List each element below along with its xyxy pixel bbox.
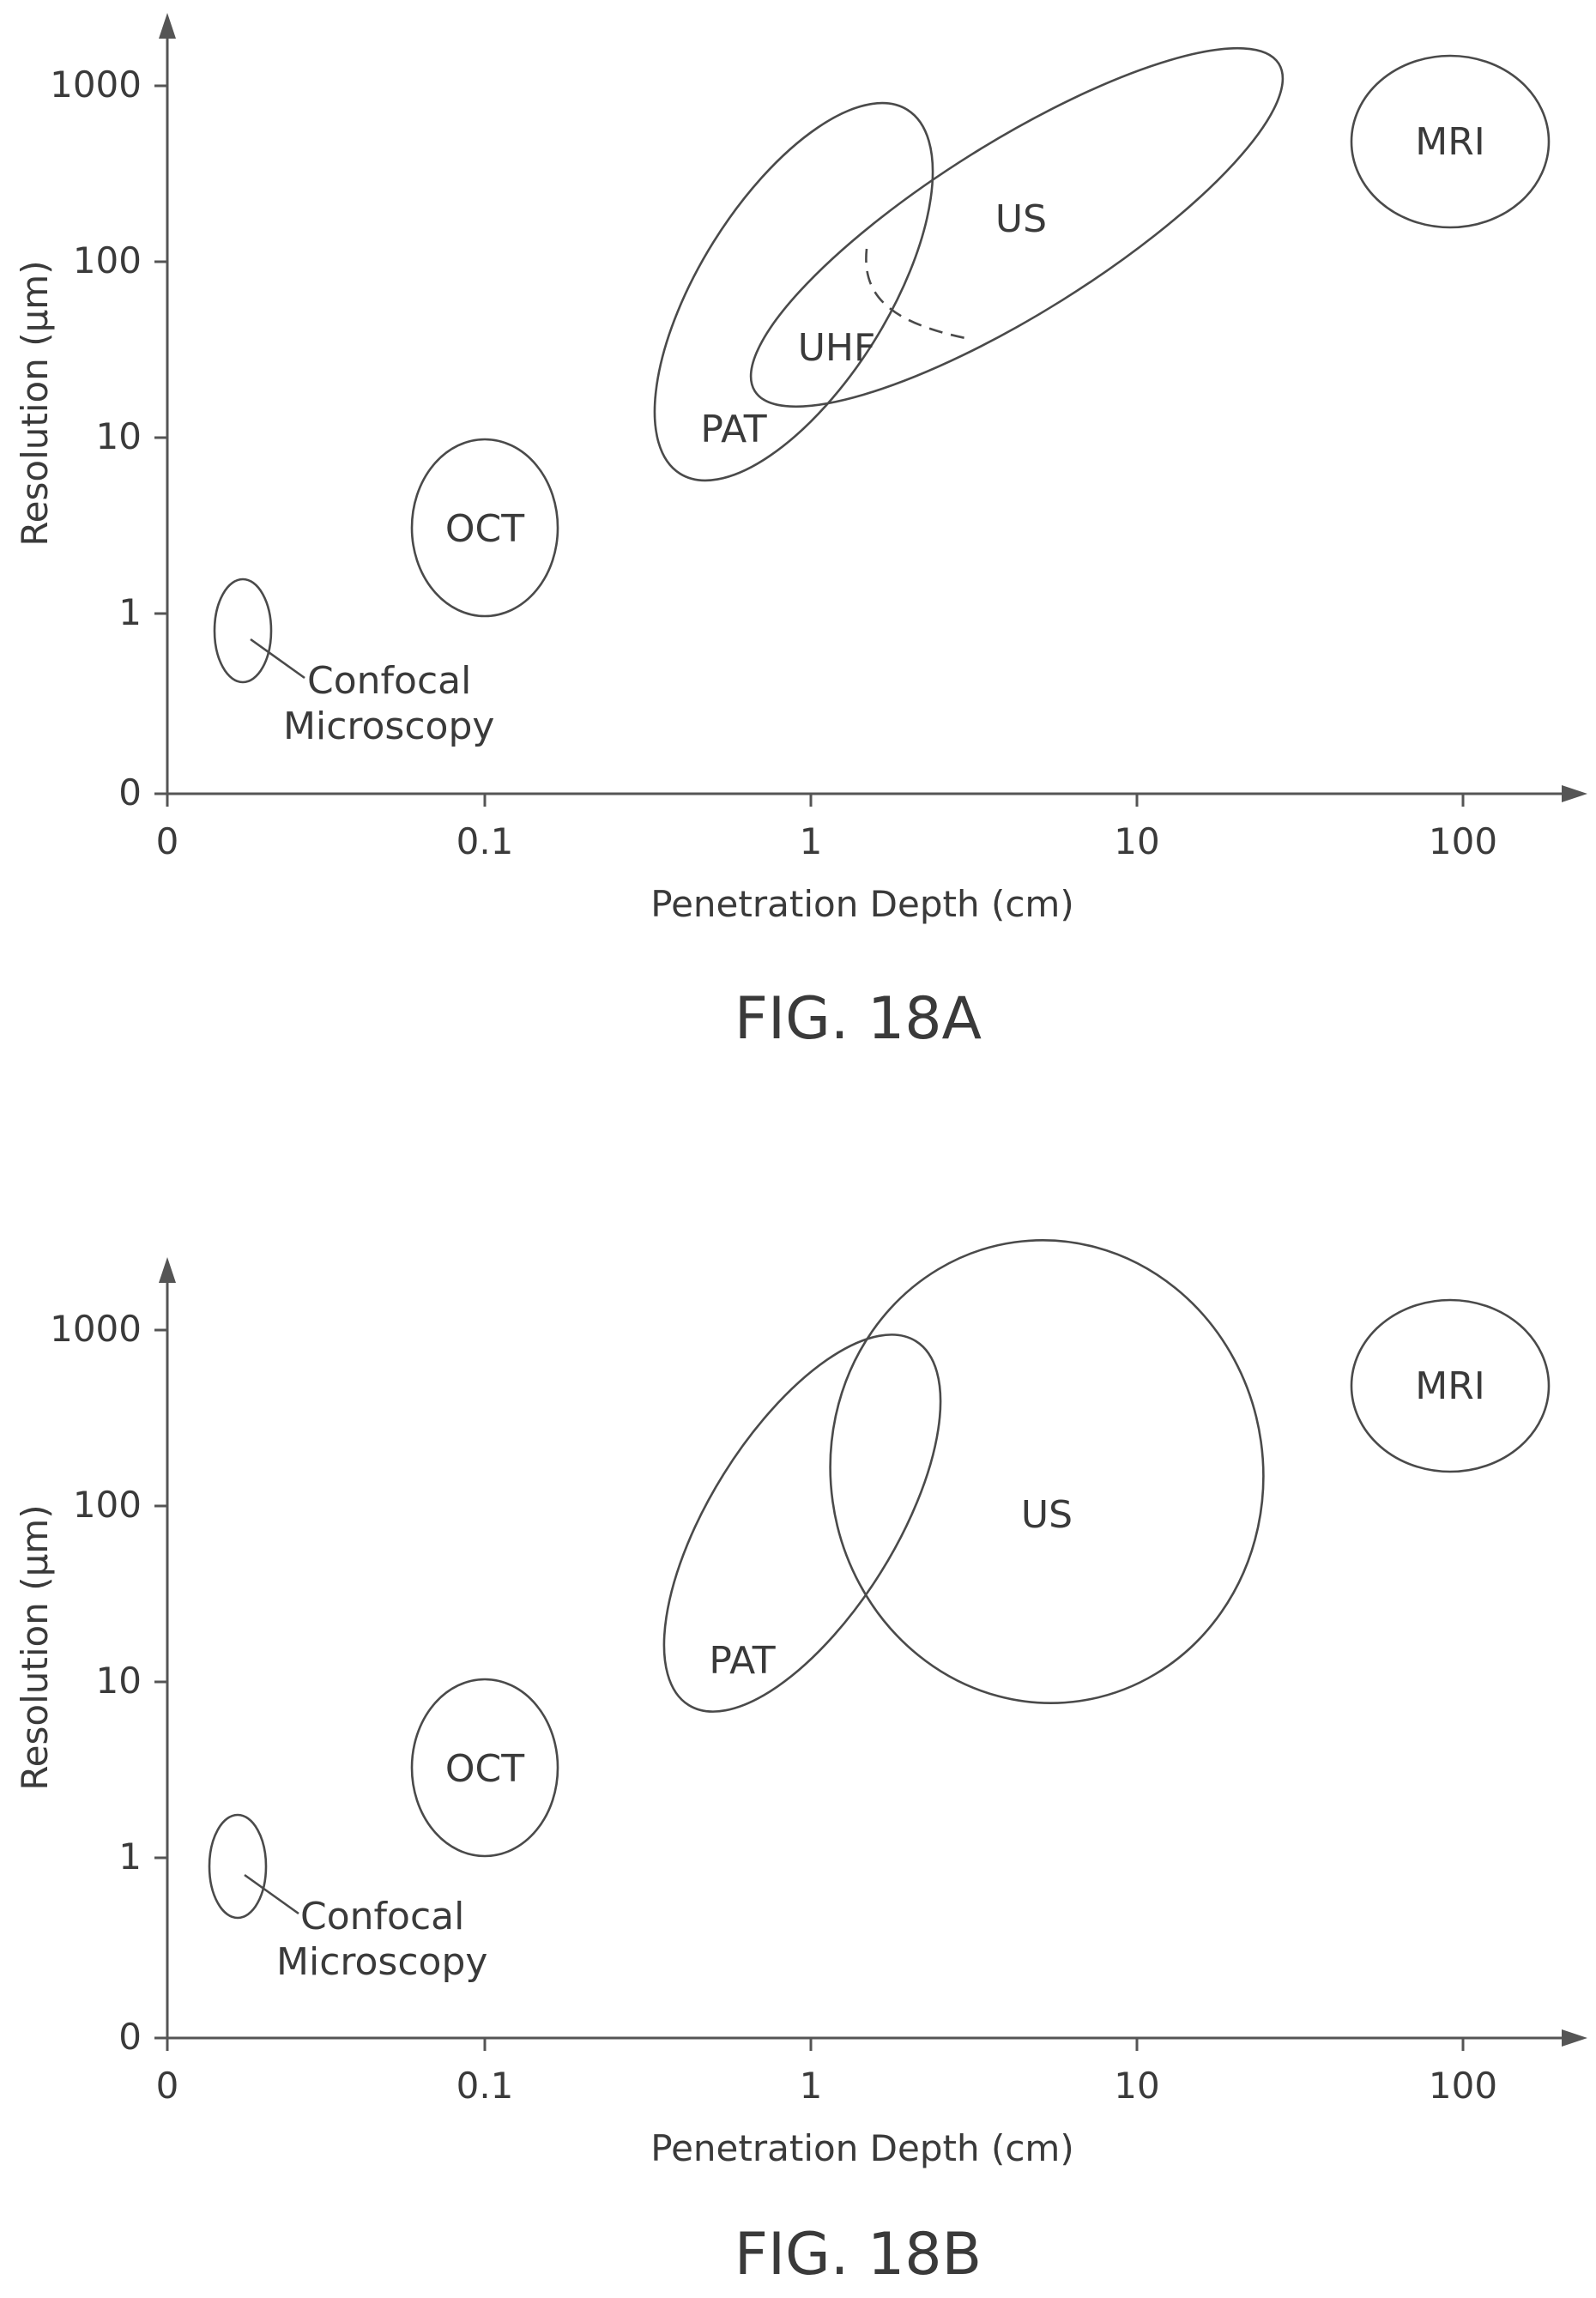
y-ticks: 1000 100 10 1 0 xyxy=(50,1308,167,2058)
figure-caption: FIG. 18A xyxy=(735,985,982,1053)
confocal-microscopy-region xyxy=(208,1813,268,1920)
y-axis-title: Resolution (μm) xyxy=(14,260,56,546)
oct-label: OCT xyxy=(445,507,524,551)
x-tick-label: 0.1 xyxy=(456,2065,514,2107)
x-axis-title: Penetration Depth (cm) xyxy=(650,883,1073,925)
y-axis-arrow xyxy=(159,1257,176,1283)
x-tick-label: 0 xyxy=(156,820,179,862)
y-tick-label: 10 xyxy=(96,415,142,457)
label-line: Microscopy xyxy=(283,705,494,748)
confocal-label-line1: Confocal Microscopy xyxy=(283,659,494,748)
mri-label: MRI xyxy=(1415,1364,1485,1408)
us-label: US xyxy=(995,197,1047,241)
label-line: Microscopy xyxy=(276,1940,487,1984)
uhf-label: UHF xyxy=(798,326,876,370)
oct-label: OCT xyxy=(445,1747,524,1791)
x-axis-arrow xyxy=(1562,785,1587,802)
y-ticks: 1000 100 10 1 0 xyxy=(50,63,167,813)
oct-region xyxy=(410,1678,559,1858)
label-line: Confocal xyxy=(307,659,471,703)
x-tick-label: 10 xyxy=(1114,2065,1159,2107)
x-axis-arrow xyxy=(1562,2029,1587,2047)
x-tick-label: 1 xyxy=(800,2065,823,2107)
pat-region xyxy=(662,1333,942,1713)
y-tick-label: 1 xyxy=(118,591,142,633)
x-tick-label: 0.1 xyxy=(456,820,514,862)
y-tick-label: 1000 xyxy=(50,1308,142,1350)
confocal-microscopy-region xyxy=(213,578,273,684)
x-ticks: 0 0.1 1 10 100 xyxy=(156,2038,1497,2107)
confocal-leader-line xyxy=(244,1873,299,1915)
x-tick-label: 0 xyxy=(156,2065,179,2107)
x-tick-label: 1 xyxy=(800,820,823,862)
uhf-dashed-boundary xyxy=(865,248,970,341)
oct-region xyxy=(410,438,559,618)
pat-label: PAT xyxy=(709,1639,775,1683)
us-label: US xyxy=(1021,1493,1073,1537)
x-tick-label: 100 xyxy=(1429,820,1497,862)
figure-18b: 1000 100 10 1 0 0 0.1 1 10 100 Penetrati… xyxy=(14,1239,1587,2289)
y-tick-label: 100 xyxy=(73,1484,142,1526)
x-axis-title: Penetration Depth (cm) xyxy=(650,2127,1073,2169)
pat-region xyxy=(653,101,934,482)
label-line: Confocal xyxy=(300,1895,464,1938)
us-region xyxy=(749,46,1285,408)
figure-caption: FIG. 18B xyxy=(735,2221,982,2289)
y-tick-label: 1000 xyxy=(50,63,142,106)
x-ticks: 0 0.1 1 10 100 xyxy=(156,794,1497,862)
y-tick-label: 1 xyxy=(118,1835,142,1878)
confocal-label-line1: Confocal Microscopy xyxy=(276,1895,487,1984)
mri-region xyxy=(1350,54,1551,229)
y-axis-title: Resolution (μm) xyxy=(14,1504,56,1790)
mri-region xyxy=(1350,1298,1551,1473)
mri-label: MRI xyxy=(1415,120,1485,164)
x-tick-label: 10 xyxy=(1114,820,1159,862)
y-tick-label: 100 xyxy=(73,239,142,281)
y-tick-label: 10 xyxy=(96,1660,142,1702)
figure-18a: 1000 100 10 1 0 0 0.1 1 10 100 Penetrati… xyxy=(14,13,1587,1053)
y-axis-arrow xyxy=(159,13,176,39)
y-tick-label: 0 xyxy=(118,771,142,813)
pat-label: PAT xyxy=(700,408,766,451)
us-region xyxy=(829,1239,1265,1704)
confocal-leader-line xyxy=(250,638,305,680)
x-tick-label: 100 xyxy=(1429,2065,1497,2107)
y-tick-label: 0 xyxy=(118,2016,142,2058)
